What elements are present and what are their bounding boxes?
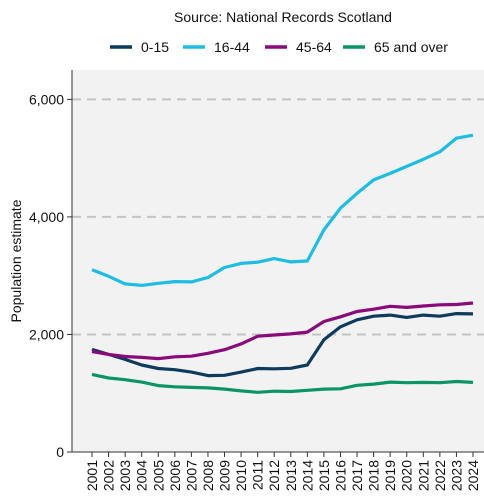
series-line-45-64: [91, 301, 474, 361]
y-axis-label: Population estimate: [8, 199, 24, 322]
x-tick-label: 2015: [316, 460, 332, 491]
legend-label: 16-44: [214, 39, 250, 55]
y-tick-label: 2,000: [29, 326, 64, 342]
x-tick-label: 2003: [117, 460, 133, 491]
x-tick-label: 2006: [167, 460, 183, 491]
x-tick-label: 2008: [200, 460, 216, 491]
x-tick-label: 2013: [283, 460, 299, 491]
x-tick-label: 2017: [349, 460, 365, 491]
plot-area: [72, 70, 484, 452]
gridlines: [72, 98, 484, 336]
y-tick-label: 6,000: [29, 91, 64, 107]
legend-label: 65 and over: [374, 39, 448, 55]
x-tick-label: 2014: [299, 460, 315, 491]
legend-label: 45-64: [296, 39, 332, 55]
y-tick-label: 4,000: [29, 209, 64, 225]
x-tick-label: 2012: [266, 460, 282, 491]
x-tick-label: 2009: [217, 460, 233, 491]
series-line-16-44: [91, 133, 474, 287]
x-tick-label: 2016: [332, 460, 348, 491]
x-tick-label: 2022: [432, 460, 448, 491]
legend-item: 0-15: [110, 39, 169, 55]
x-tick-label: 2007: [183, 460, 199, 491]
x-tick-label: 2002: [101, 460, 117, 491]
x-tick-label: 2019: [382, 460, 398, 491]
x-axis: 2001 2002 2003 2004 2005 2006 2007 2008 2009 2010…: [72, 451, 484, 491]
x-tick-label: 2001: [84, 460, 100, 491]
series-lines: [91, 133, 474, 394]
x-tick-label: 2010: [233, 460, 249, 491]
x-tick-label: 2024: [465, 460, 481, 491]
x-tick-label: 2005: [150, 460, 166, 491]
legend-item: 16-44: [183, 39, 250, 55]
legend-item: 65 and over: [343, 39, 448, 55]
y-axis: 0 2,000 4,000 6,000: [29, 70, 73, 460]
series-line-0-15: [91, 312, 474, 378]
x-tick-label: 2021: [415, 460, 431, 491]
x-tick-label: 2011: [250, 460, 266, 490]
x-tick-label: 2004: [134, 460, 150, 491]
series-line-65-and-over: [91, 372, 474, 394]
x-tick-label: 2023: [448, 460, 464, 491]
x-tick-label: 2020: [399, 460, 415, 491]
y-tick-label: 0: [56, 444, 64, 460]
chart-subtitle: Source: National Records Scotland: [174, 9, 392, 25]
legend-item: 45-64: [265, 39, 332, 55]
x-tick-label: 2018: [366, 460, 382, 491]
legend: 0-15 16-44 45-64 65 and over: [110, 39, 448, 55]
legend-label: 0-15: [141, 39, 169, 55]
